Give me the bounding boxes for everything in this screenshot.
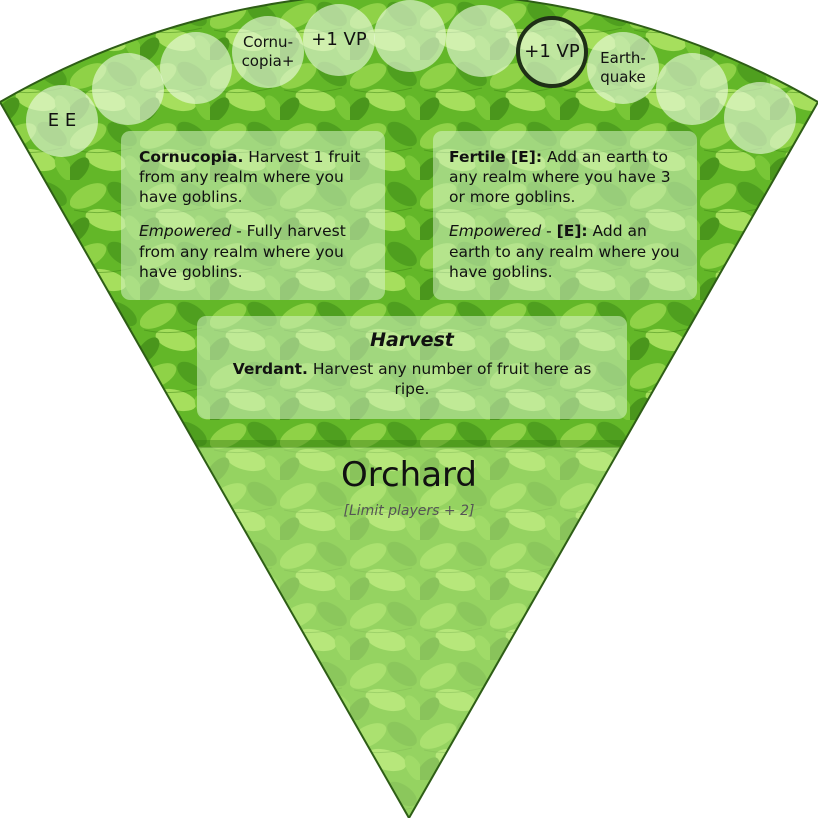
ability-panel-cornucopia: Cornucopia. Harvest 1 fruit from any rea… [121, 131, 385, 300]
track-slot[interactable]: Cornu- copia+ [232, 16, 304, 88]
ability-cornucopia-name: Cornucopia. [139, 148, 244, 166]
realm-limit: [Limit players + 2] [343, 503, 475, 519]
track-slot[interactable] [374, 0, 446, 72]
harvest-name: Verdant. [232, 359, 308, 378]
ability-fertile-name: Fertile [E]: [449, 148, 543, 166]
track-slot[interactable] [160, 32, 232, 104]
track-slot-label: Cornu- copia+ [241, 33, 295, 70]
track-slot-label: +1 VP [311, 28, 367, 50]
ability-panel-fertile: Fertile [E]: Add an earth to any realm w… [433, 131, 697, 300]
ability-fertile-text: Fertile [E]: Add an earth to any realm w… [449, 148, 671, 207]
track-slot[interactable] [446, 5, 518, 77]
harvest-title: Harvest [370, 329, 454, 351]
track-slot-label: E E [47, 109, 77, 131]
track-slot[interactable]: +1 VP [516, 16, 588, 88]
track-slot[interactable]: E E [26, 85, 98, 157]
ability-fertile-empowered: Empowered - [E]: Add an earth to any rea… [449, 222, 680, 281]
track-slot[interactable]: Earth- quake [587, 32, 659, 104]
track-slot[interactable] [656, 53, 728, 125]
track-slot-label: Earth- quake [600, 49, 646, 86]
realm-name: Orchard [340, 455, 478, 495]
track-slot[interactable]: +1 VP [303, 4, 375, 76]
track-slot[interactable] [92, 53, 164, 125]
harvest-text: Verdant. Harvest any number of fruit her… [232, 359, 592, 398]
harvest-panel: Harvest Verdant. Harvest any number of f… [197, 316, 627, 419]
track-slot-label: +1 VP [524, 40, 580, 62]
ability-cornucopia-empowered: Empowered - Fully harvest from any realm… [139, 222, 346, 281]
ability-cornucopia-text: Cornucopia. Harvest 1 fruit from any rea… [139, 148, 361, 207]
track-slot[interactable] [724, 82, 796, 154]
